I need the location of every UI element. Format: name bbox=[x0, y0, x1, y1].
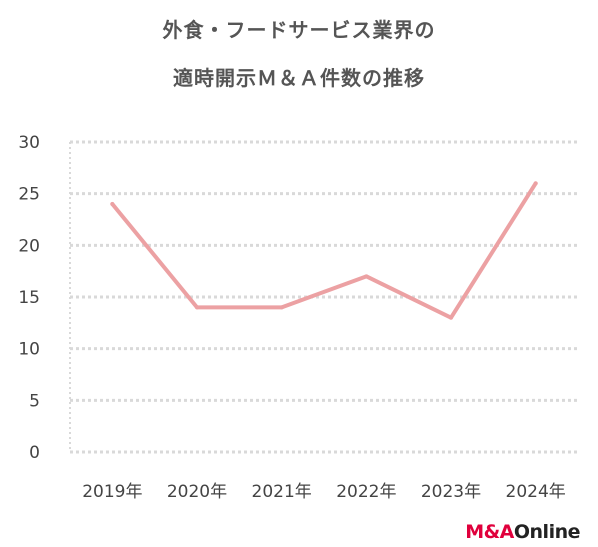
x-tick-label: 2024年 bbox=[506, 482, 566, 502]
data-point bbox=[279, 305, 284, 310]
series-line bbox=[110, 181, 538, 320]
logo-brand: M&A bbox=[465, 521, 514, 543]
y-tick-label: 30 bbox=[18, 133, 40, 153]
x-tick-label: 2021年 bbox=[252, 482, 312, 502]
y-tick-label: 0 bbox=[29, 443, 40, 463]
data-point bbox=[533, 181, 538, 186]
chart-title-line-2: 適時開示Ｍ＆Ａ件数の推移 bbox=[173, 66, 425, 90]
data-point bbox=[449, 315, 453, 320]
logo-suffix: Online bbox=[513, 521, 581, 543]
y-tick-label: 5 bbox=[29, 391, 40, 411]
data-point bbox=[110, 202, 115, 206]
y-tick-label: 25 bbox=[18, 185, 40, 205]
y-tick-label: 15 bbox=[18, 288, 40, 308]
data-point bbox=[195, 305, 199, 310]
x-tick-label: 2023年 bbox=[421, 482, 481, 502]
x-tick-label: 2020年 bbox=[167, 482, 227, 502]
brand-logo: M&AOnline bbox=[465, 521, 580, 543]
x-tick-label: 2022年 bbox=[336, 482, 396, 502]
chart-title-line-1: 外食・フードサービス業界の bbox=[162, 18, 436, 42]
data-point bbox=[364, 274, 369, 279]
y-tick-label: 20 bbox=[18, 236, 40, 256]
y-tick-label: 10 bbox=[18, 340, 40, 360]
x-tick-label: 2019年 bbox=[82, 482, 142, 502]
